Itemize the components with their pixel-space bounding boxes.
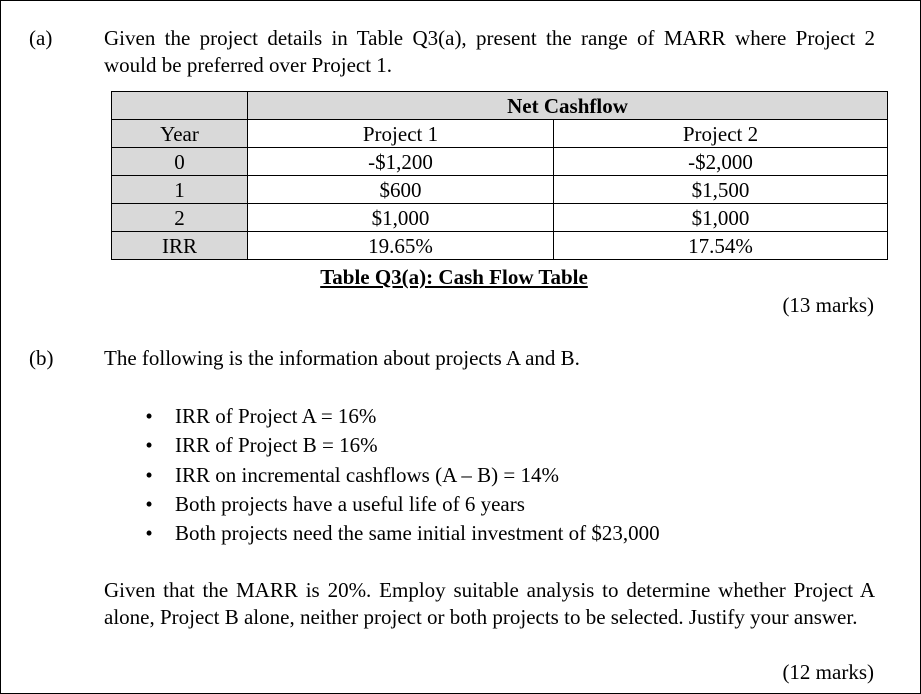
intro-text: The following is the information about p… [104,346,580,370]
marks: (13 marks) [782,293,874,317]
bullet-marker: • [145,462,153,487]
table-cell: -$2,000 [553,147,888,176]
table-header: Year [111,119,248,148]
part-label: (a) [29,26,53,50]
bullet-text: IRR on incremental cashflows (A – B) = 1… [175,462,559,487]
table-cell: $1,500 [553,175,888,204]
table-cell: $1,000 [553,203,888,232]
table-header: Net Cashflow [247,91,888,120]
marks: (12 marks) [782,660,874,684]
part-label: (b) [29,346,54,370]
question-text: Given that the MARR is 20%. Employ suita… [104,578,875,629]
table-caption: Table Q3(a): Cash Flow Table [320,265,588,289]
cash-flow-table: Net Cashflow Year Project 1 Project 2 0-… [111,91,888,260]
table-cell: 19.65% [247,231,554,260]
bullet-marker: • [145,433,153,458]
bullet-marker: • [145,491,153,516]
table-body: 0 -$1,200 -$2,000 1 $600 $1,500 2 $1,000 $1,000 I… [111,147,888,260]
table-cell: 17.54% [553,231,888,260]
table-header: Project 1 [247,119,554,148]
bullet-marker: • [145,404,153,428]
table-row: 2 $1,000 $1,000 [111,203,888,232]
question-text: Given the project details in Table Q3(a)… [104,26,875,77]
bullet-text: Both projects have a useful life of 6 ye… [175,491,525,516]
table-cell: IRR [111,231,248,260]
table-cell: -$1,200 [247,147,554,176]
table-header: Project 2 [553,119,888,148]
bullet-text: IRR of Project B = 16% [175,433,378,458]
table-cell: 0 [111,147,248,176]
table-row: 1 $600 $1,500 [111,175,888,204]
table-row: 0 -$1,200 -$2,000 [111,147,888,176]
bullet-text: Both projects need the same initial inve… [175,521,660,546]
bullet-marker: • [145,521,153,546]
table-row: Year Project 1 Project 2 [111,119,888,148]
table-cell: $1,000 [247,203,554,232]
table-cell: 1 [111,175,248,204]
table-row: Net Cashflow [111,91,888,120]
table-cell: 2 [111,203,248,232]
table-cell: $600 [247,175,554,204]
bullet-text: IRR of Project A = 16% [175,404,377,428]
table-cell [111,91,248,120]
table-row: IRR 19.65% 17.54% [111,231,888,260]
